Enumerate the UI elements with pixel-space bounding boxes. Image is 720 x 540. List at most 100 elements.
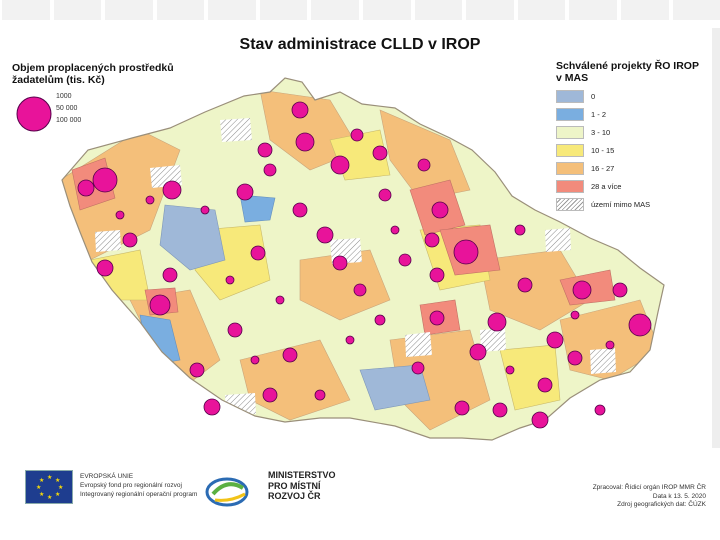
map-bubble <box>612 282 628 298</box>
map-bubble <box>332 255 348 271</box>
thumbnail-tile[interactable] <box>105 0 153 20</box>
map-bubble <box>372 145 388 161</box>
map-bubble <box>572 280 592 300</box>
legend-label: 3 - 10 <box>591 128 611 137</box>
top-thumbnail-strip <box>0 0 720 20</box>
mmr-line: PRO MÍSTNÍ <box>268 480 321 491</box>
map-bubble <box>505 365 515 375</box>
source-line: Zdroj geografických dat: ČÚZK <box>617 501 706 508</box>
map-bubble <box>487 312 507 332</box>
thumbnail-tile[interactable] <box>53 0 102 20</box>
legend-swatch <box>556 144 584 157</box>
eu-line: Evropský fond pro regionální rozvoj <box>80 482 182 489</box>
map-bubble <box>314 389 326 401</box>
map-bubble <box>263 163 277 177</box>
map-bubble <box>162 267 178 283</box>
map-bubble <box>115 210 125 220</box>
map-bubble <box>374 314 386 326</box>
thumbnail-tile[interactable] <box>466 0 514 20</box>
legend-swatch-hatched <box>556 198 584 211</box>
map-bubble <box>292 202 308 218</box>
legend-swatch <box>556 90 584 103</box>
country-outline <box>61 77 665 441</box>
legend-label: 10 - 15 <box>591 146 615 155</box>
map-bubble <box>350 128 364 142</box>
thumbnail-tile[interactable] <box>569 0 617 20</box>
map-bubble <box>605 340 615 350</box>
map-bubble <box>411 361 425 375</box>
map-bubble <box>628 313 652 337</box>
mmr-name: MINISTERSTVO PRO MÍSTNÍ ROZVOJ ČR <box>268 470 336 502</box>
thumbnail-tile[interactable] <box>672 0 720 20</box>
map-bubble <box>424 232 440 248</box>
map-bubble <box>537 377 553 393</box>
map-bubble <box>189 362 205 378</box>
map-bubble <box>567 350 583 366</box>
map-bubble <box>282 347 298 363</box>
map-bubble <box>225 275 235 285</box>
map-bubble <box>514 224 526 236</box>
bubble-key-label: 100 000 <box>56 117 82 124</box>
map-bubble <box>546 331 564 349</box>
map-bubble <box>429 267 445 283</box>
map-bubble <box>316 226 334 244</box>
map-bubble <box>149 294 171 316</box>
legend-item: 28 a více <box>556 179 716 194</box>
map-bubble <box>454 400 470 416</box>
legend-swatch <box>556 162 584 175</box>
map-bubble <box>390 225 400 235</box>
map-bubble <box>275 295 285 305</box>
map-bubble <box>257 142 273 158</box>
map-bubble <box>250 355 260 365</box>
bubble-key-label: 1000 <box>56 93 72 100</box>
class-legend: Schválené projekty ŘO IROP v MAS 0 1 - 2… <box>556 60 716 212</box>
thumbnail-tile[interactable] <box>414 0 463 20</box>
map-bubble <box>570 310 580 320</box>
mmr-logo-icon <box>205 477 249 507</box>
legend-label: 28 a více <box>591 182 622 191</box>
legend-label: 1 - 2 <box>591 110 607 119</box>
scrollbar-edge[interactable] <box>712 28 720 448</box>
legend-item: 3 - 10 <box>556 125 716 140</box>
legend-label: 0 <box>591 92 596 101</box>
map-bubble <box>492 402 508 418</box>
thumbnail-tile[interactable] <box>156 0 205 20</box>
mmr-line: MINISTERSTVO <box>268 470 336 480</box>
legend-swatch <box>556 126 584 139</box>
map-bubble <box>122 232 138 248</box>
mmr-line: ROZVOJ ČR <box>268 491 321 501</box>
map-bubble <box>227 322 243 338</box>
thumbnail-tile[interactable] <box>2 0 50 20</box>
thumbnail-tile[interactable] <box>363 0 411 20</box>
source-note: Zpracoval: Řídicí orgán IROP MMR ČR Data… <box>593 484 706 510</box>
map-bubble <box>291 101 309 119</box>
map-bubble <box>594 404 606 416</box>
legend-swatch <box>556 180 584 193</box>
thumbnail-tile[interactable] <box>311 0 360 20</box>
legend-label: 16 - 27 <box>591 164 615 173</box>
bubble-layer <box>77 101 652 429</box>
legend-label: území mimo MAS <box>591 200 651 209</box>
map-bubble <box>330 155 350 175</box>
eu-line: EVROPSKÁ UNIE <box>80 473 134 480</box>
map-bubble <box>77 179 95 197</box>
thumbnail-tile[interactable] <box>259 0 308 20</box>
map-bubble <box>531 411 549 429</box>
eu-flag-icon: ★ ★ ★ ★ ★ ★ ★ ★ <box>25 470 73 504</box>
map-bubble <box>262 387 278 403</box>
bubble-key: 1000 50 000 100 000 <box>12 90 202 160</box>
legend-item: 10 - 15 <box>556 143 716 158</box>
thumbnail-tile[interactable] <box>620 0 669 20</box>
map-bubble <box>250 245 266 261</box>
map-bubble <box>295 132 315 152</box>
eu-line: Integrovaný regionální operační program <box>80 491 198 498</box>
legend-swatch <box>556 108 584 121</box>
map-bubble <box>353 283 367 297</box>
class-legend-title-line2: v MAS <box>556 72 589 84</box>
thumbnail-tile[interactable] <box>517 0 566 20</box>
legend-item: území mimo MAS <box>556 197 716 212</box>
thumbnail-tile[interactable] <box>208 0 256 20</box>
map-bubble <box>145 195 155 205</box>
map-bubble <box>431 201 449 219</box>
